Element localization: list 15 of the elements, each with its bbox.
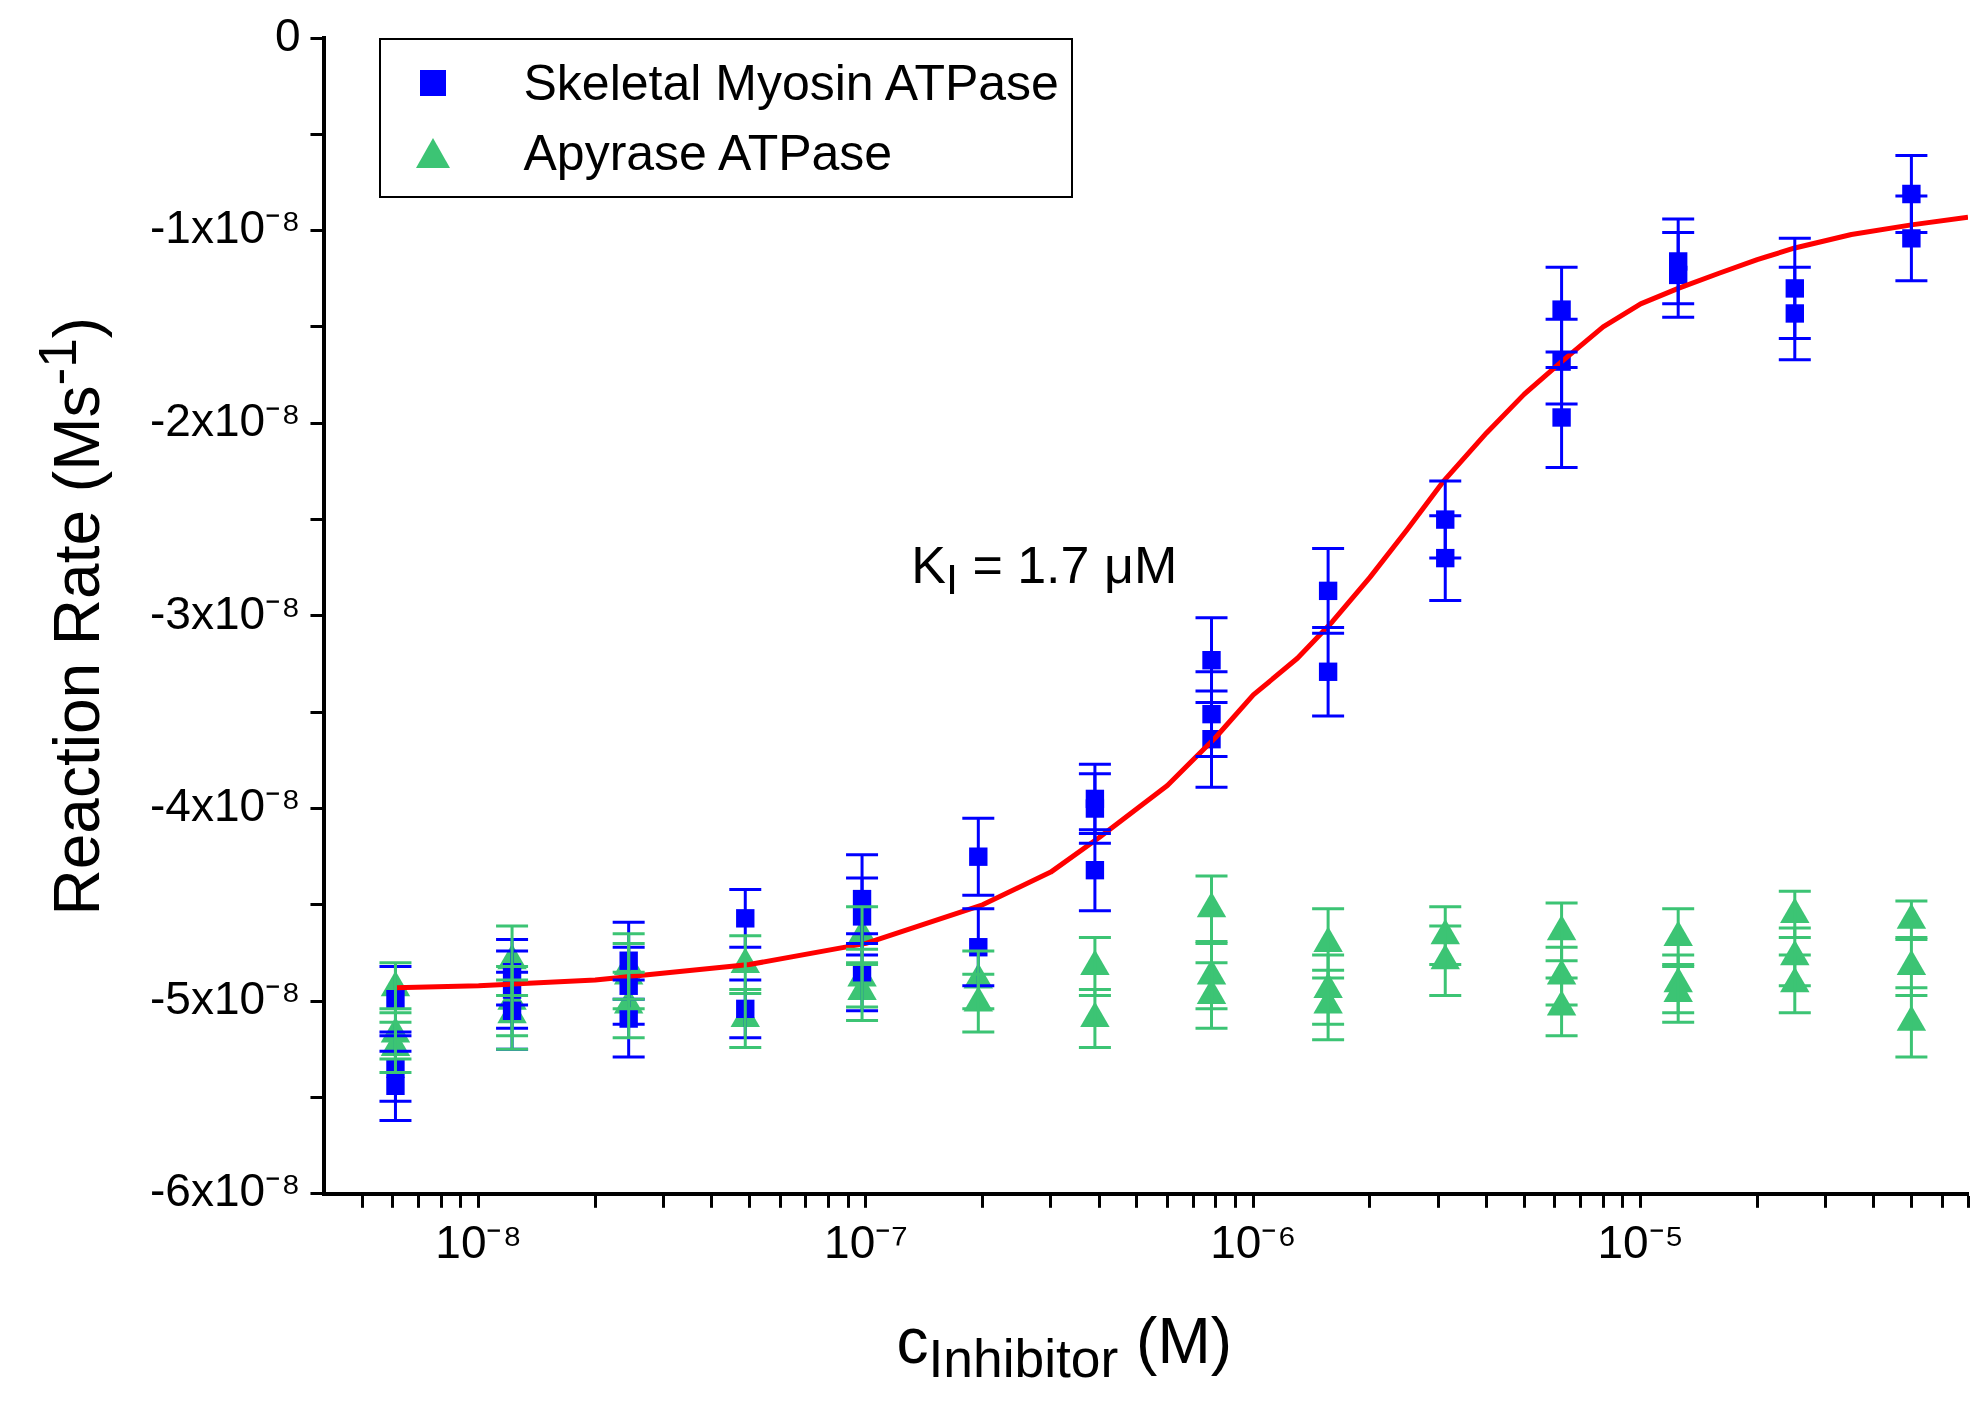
y-tick-label: -5x10⁻⁸ [149, 971, 301, 1024]
y-tick-label: -6x10⁻⁸ [149, 1164, 301, 1217]
legend-label: Apyrase ATPase [523, 124, 893, 182]
x-tick-label: 10⁻⁶ [1210, 1216, 1297, 1269]
x-tick-label: 10⁻⁸ [435, 1216, 522, 1269]
x-axis-title: c$_{Inhibitor}$ (M) [896, 1303, 1232, 1389]
y-tick-label: -3x10⁻⁸ [149, 586, 301, 639]
x-tick-label: 10⁻⁷ [824, 1216, 908, 1269]
y-tick-label: -4x10⁻⁸ [149, 779, 301, 832]
y-tick-label: -2x10⁻⁸ [149, 393, 301, 446]
y-tick-label: 0 [274, 8, 301, 61]
y-tick-label: -1x10⁻⁸ [149, 201, 301, 254]
x-tick-label: 10⁻⁵ [1597, 1216, 1684, 1269]
annotation: K$_{I}$ = 1.7 μM [911, 535, 1178, 605]
legend-label: Skeletal Myosin ATPase [523, 54, 1059, 112]
